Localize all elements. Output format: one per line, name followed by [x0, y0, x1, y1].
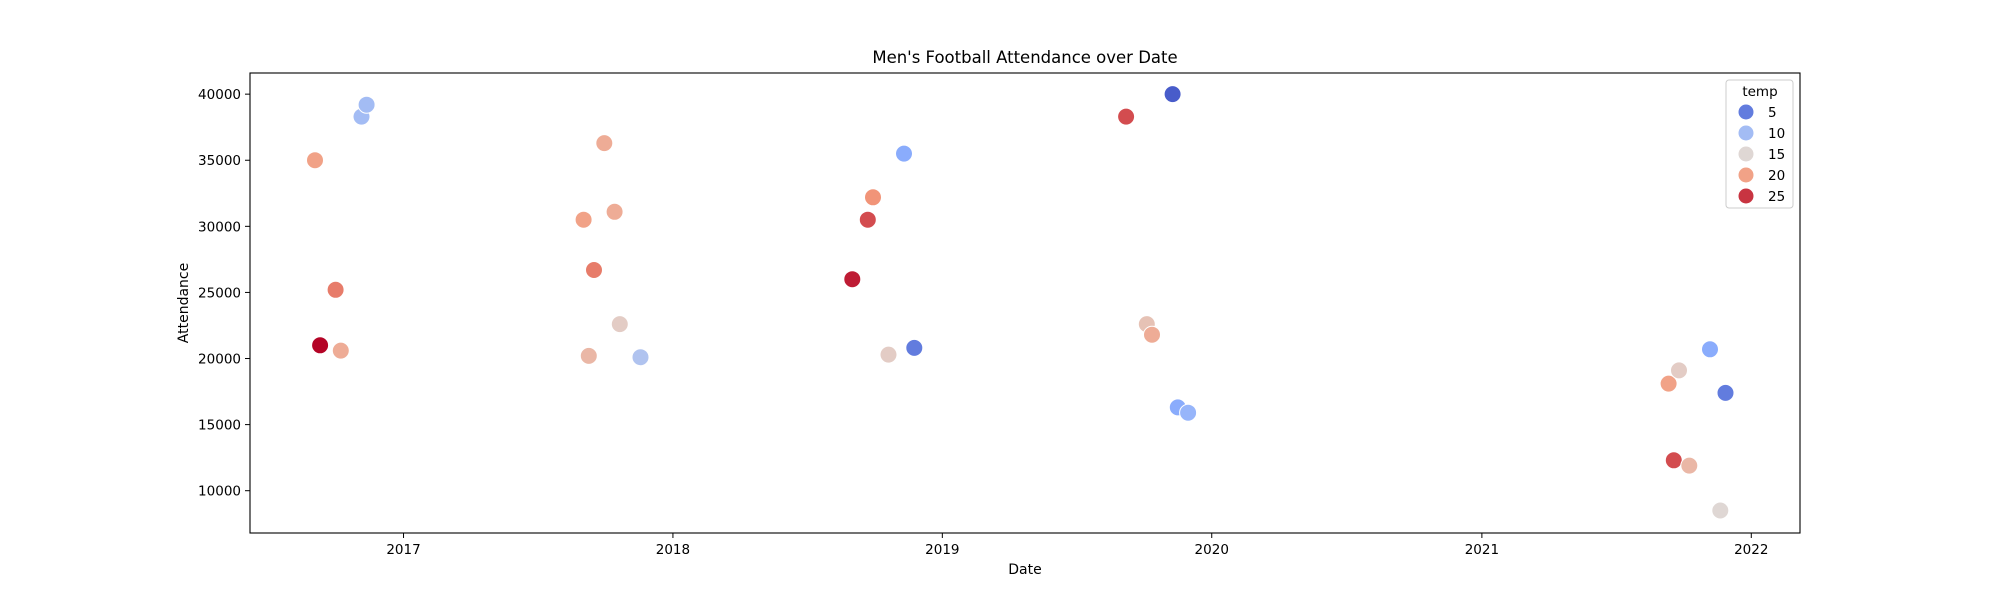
- data-points: [306, 85, 1735, 520]
- data-point: [1716, 383, 1735, 402]
- data-point: [1163, 85, 1182, 104]
- data-point: [331, 341, 350, 360]
- data-point: [879, 345, 898, 364]
- chart-title: Men's Football Attendance over Date: [872, 48, 1177, 67]
- y-tick-label: 20000: [198, 352, 241, 368]
- data-point: [631, 348, 650, 367]
- data-point: [858, 210, 877, 229]
- data-point: [843, 270, 862, 289]
- data-point: [895, 144, 913, 163]
- x-tick-label: 2019: [925, 542, 959, 558]
- data-point: [579, 346, 598, 365]
- y-tick-label: 40000: [198, 87, 241, 103]
- data-point: [595, 134, 614, 153]
- x-tick-label: 2017: [386, 542, 420, 558]
- data-point: [1680, 456, 1699, 475]
- data-point: [905, 338, 924, 357]
- data-point: [1143, 325, 1161, 344]
- legend-marker: [1737, 145, 1755, 163]
- data-point: [1670, 361, 1688, 380]
- legend-label: 15: [1768, 147, 1785, 163]
- x-tick-label: 2021: [1465, 542, 1499, 558]
- y-tick-label: 30000: [198, 219, 241, 235]
- y-tick-label: 25000: [198, 285, 241, 301]
- y-tick-label: 35000: [198, 153, 241, 169]
- data-point: [585, 261, 603, 279]
- legend-marker: [1737, 103, 1755, 121]
- x-tick-label: 2022: [1734, 542, 1768, 558]
- data-point: [326, 280, 345, 299]
- data-point: [864, 188, 882, 207]
- legend-marker: [1737, 187, 1755, 205]
- data-point: [1701, 340, 1719, 359]
- y-axis-label: Attendance: [176, 263, 192, 343]
- data-point: [1659, 374, 1678, 393]
- data-point: [1117, 107, 1136, 126]
- legend-label: 10: [1768, 126, 1785, 142]
- data-point: [1664, 451, 1683, 470]
- x-tick-label: 2018: [656, 542, 690, 558]
- plot-frame: [249, 72, 1801, 534]
- legend: temp 5 10 15 20 25: [1725, 79, 1794, 209]
- y-axis: 10000 15000 20000 25000 30000 35000 40000: [198, 87, 250, 500]
- data-point: [1711, 501, 1730, 520]
- y-tick-label: 10000: [198, 484, 241, 500]
- legend-label: 5: [1768, 105, 1777, 121]
- legend-label: 20: [1768, 168, 1785, 184]
- data-point: [605, 202, 624, 221]
- x-tick-label: 2020: [1195, 542, 1229, 558]
- data-point: [1179, 403, 1198, 422]
- x-axis: 2017 2018 2019 2020 2021 2022: [386, 533, 1768, 558]
- y-tick-label: 15000: [198, 418, 241, 434]
- legend-label: 25: [1768, 189, 1785, 205]
- legend-marker: [1737, 166, 1755, 184]
- legend-title: temp: [1742, 84, 1777, 100]
- legend-items: 5 10 15 20 25: [1737, 103, 1785, 205]
- data-point: [306, 151, 324, 170]
- legend-marker: [1737, 124, 1755, 142]
- data-point: [574, 210, 593, 229]
- x-axis-label: Date: [1008, 562, 1041, 578]
- data-point: [311, 336, 330, 355]
- data-point: [610, 315, 629, 334]
- data-point: [357, 95, 376, 114]
